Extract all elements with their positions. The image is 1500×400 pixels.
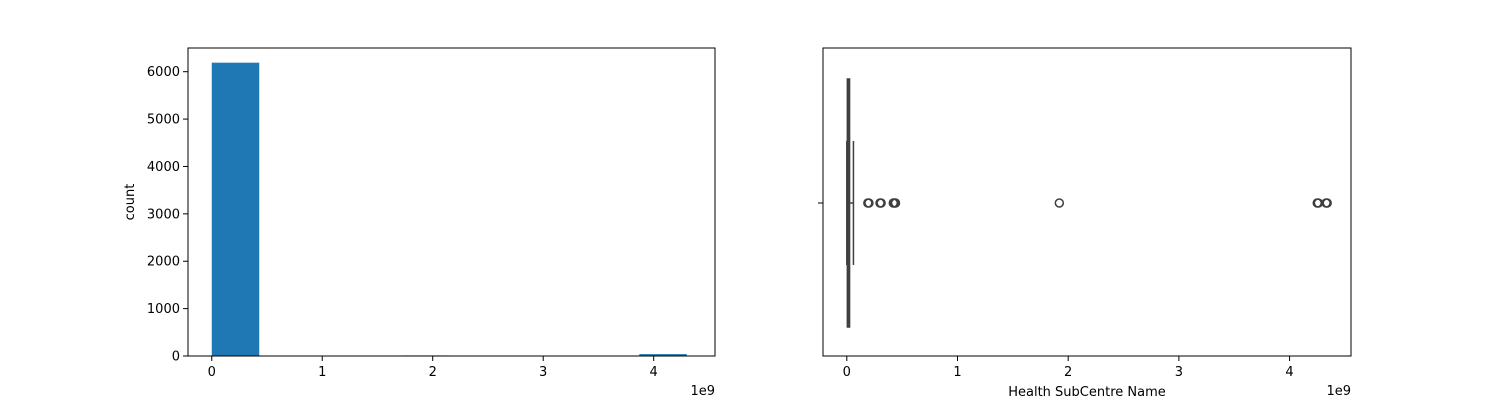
histogram-panel: 0 1 2 3 4 0 1000 2000 3000 4000 5000 6000 count 1e… [123, 47, 716, 399]
boxplot-x-offset-label: 1e9 [1326, 384, 1351, 399]
histogram-y-tick-label: 0 [172, 350, 180, 365]
histogram-y-axis-label: count [123, 184, 138, 221]
boxplot-x-tick-label: 0 [843, 365, 851, 380]
histogram-x-tick-label: 3 [539, 365, 547, 380]
boxplot-outlier-1 [864, 198, 874, 208]
histogram-x-offset-label: 1e9 [690, 384, 715, 399]
boxplot-outlier-3 [876, 198, 886, 208]
histogram-y-tick-label: 6000 [147, 65, 180, 80]
histogram-x-tick-label: 1 [318, 365, 326, 380]
boxplot-outlier-6 [890, 198, 901, 208]
boxplot-x-tick-label: 1 [953, 365, 961, 380]
histogram-y-tick-label: 4000 [147, 160, 180, 175]
boxplot-x-tick-label: 4 [1285, 365, 1293, 380]
histogram-x-tick-label: 0 [208, 365, 216, 380]
boxplot [846, 78, 855, 328]
boxplot-outlier-11 [1322, 198, 1332, 208]
histogram-y-tick-label: 3000 [147, 207, 180, 222]
boxplot-outlier-7 [1054, 198, 1065, 208]
histogram-bar-9 [639, 354, 687, 356]
histogram-x-tick-label: 2 [429, 365, 437, 380]
boxplot-x-tick-label: 3 [1175, 365, 1183, 380]
histogram-y-tick-label: 5000 [147, 113, 180, 128]
boxplot-panel: 0 1 2 3 4 Health SubCentre Name 1e9 [818, 47, 1352, 400]
histogram-y-tick-label: 2000 [147, 255, 180, 270]
histogram-bars [211, 62, 687, 357]
histogram-bar-0 [211, 62, 260, 356]
boxplot-x-tick-label: 2 [1064, 365, 1072, 380]
histogram-y-ticks: 0 1000 2000 3000 4000 5000 6000 [147, 65, 188, 365]
histogram-x-ticks: 0 1 2 3 4 [208, 356, 658, 380]
boxplot-outliers [863, 198, 1332, 208]
boxplot-axes-frame [822, 47, 1352, 357]
histogram-axes-frame [187, 47, 716, 357]
histogram-y-tick-label: 1000 [147, 302, 180, 317]
boxplot-x-ticks: 0 1 2 3 4 [843, 356, 1294, 380]
boxplot-x-axis-label: Health SubCentre Name [1008, 385, 1166, 400]
histogram-x-tick-label: 4 [650, 365, 658, 380]
